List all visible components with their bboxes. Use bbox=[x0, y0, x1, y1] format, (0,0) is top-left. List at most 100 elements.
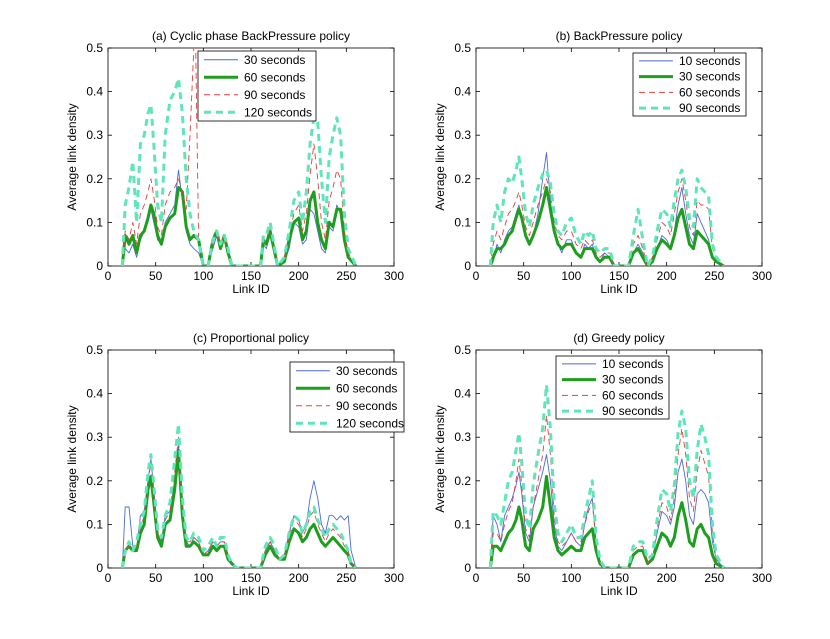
y-tick-label: 0.1 bbox=[86, 215, 103, 229]
y-tick-label: 0.1 bbox=[454, 517, 471, 531]
panel-c: 0 50 100 150 200 250 300 0 0.1 0.2 0.3 0.4 0.5 (c) Pr… bbox=[65, 331, 405, 598]
legend-label: 60 seconds bbox=[602, 388, 663, 402]
series-line-30-seconds bbox=[488, 474, 725, 568]
legend-label: 120 seconds bbox=[244, 105, 312, 119]
legend: 30 seconds 60 seconds 90 seconds 120 second… bbox=[197, 50, 317, 122]
y-tick-label: 0.4 bbox=[86, 387, 103, 401]
x-tick-label: 0 bbox=[105, 269, 112, 283]
x-tick-label: 0 bbox=[473, 571, 480, 585]
y-tick-label: 0.2 bbox=[454, 474, 471, 488]
x-tick-label: 150 bbox=[241, 269, 261, 283]
panel-a-series bbox=[120, 48, 358, 266]
panel-b-series bbox=[488, 152, 726, 266]
x-tick-label: 300 bbox=[384, 571, 404, 585]
x-tick-label: 200 bbox=[657, 571, 677, 585]
series-line-90-seconds bbox=[121, 48, 357, 266]
legend-label: 30 seconds bbox=[336, 364, 397, 378]
series-line-30-seconds bbox=[488, 186, 725, 266]
panel-title: (a) Cyclic phase BackPressure policy bbox=[152, 29, 350, 43]
series-line-60-seconds bbox=[489, 178, 725, 266]
y-tick-label: 0.2 bbox=[454, 172, 471, 186]
y-tick-label: 0.5 bbox=[454, 41, 471, 55]
y-tick-label: 0.5 bbox=[454, 343, 471, 357]
y-tick-label: 0 bbox=[96, 561, 103, 575]
panel-title: (b) BackPressure policy bbox=[556, 29, 683, 43]
legend-label: 10 seconds bbox=[602, 357, 663, 371]
x-tick-label: 300 bbox=[384, 269, 404, 283]
x-axis-label: Link ID bbox=[232, 584, 270, 598]
legend-label: 30 seconds bbox=[244, 53, 305, 67]
y-axis-label: Average link density bbox=[433, 405, 447, 512]
series-line-60-seconds bbox=[120, 448, 357, 568]
series-line-90-seconds bbox=[488, 155, 726, 266]
x-tick-label: 250 bbox=[704, 269, 724, 283]
legend-label: 10 seconds bbox=[679, 54, 740, 68]
x-tick-label: 150 bbox=[609, 269, 629, 283]
series-line-90-seconds bbox=[488, 383, 726, 568]
legend-label: 30 seconds bbox=[602, 373, 663, 387]
x-axis-label: Link ID bbox=[600, 282, 638, 296]
y-tick-label: 0.2 bbox=[86, 172, 103, 186]
series-line-120-seconds bbox=[120, 422, 357, 568]
y-tick-label: 0.2 bbox=[86, 474, 103, 488]
legend-label: 90 seconds bbox=[336, 399, 397, 413]
x-tick-label: 50 bbox=[149, 269, 163, 283]
y-tick-label: 0.3 bbox=[454, 430, 471, 444]
legend-label: 90 seconds bbox=[602, 404, 663, 418]
y-tick-label: 0.4 bbox=[454, 387, 471, 401]
y-tick-label: 0.5 bbox=[86, 343, 103, 357]
legend-label: 60 seconds bbox=[679, 85, 740, 99]
panel-a: 0 50 100 150 200 250 300 0 0.1 0.2 0.3 0.4 0.5 (a) Cy… bbox=[65, 29, 404, 296]
y-tick-label: 0 bbox=[464, 259, 471, 273]
y-axis-label: Average link density bbox=[65, 103, 79, 210]
panel-d: 0 50 100 150 200 250 300 0 0.1 0.2 0.3 0.4 0.5 (d) Gr… bbox=[433, 331, 772, 598]
legend-label: 120 seconds bbox=[336, 416, 404, 430]
panel-c-series bbox=[120, 422, 357, 568]
panel-b: 0 50 100 150 200 250 300 0 0.1 0.2 0.3 0.4 0.5 (b) Ba… bbox=[433, 29, 772, 296]
x-tick-label: 300 bbox=[752, 269, 772, 283]
x-tick-label: 0 bbox=[473, 269, 480, 283]
legend-label: 90 seconds bbox=[244, 88, 305, 102]
series-line-60-seconds bbox=[489, 414, 725, 568]
y-axis-label: Average link density bbox=[65, 405, 79, 512]
y-tick-label: 0.1 bbox=[454, 215, 471, 229]
x-tick-label: 250 bbox=[336, 571, 356, 585]
y-tick-label: 0 bbox=[464, 561, 471, 575]
legend-box bbox=[632, 52, 747, 117]
legend-box bbox=[555, 355, 670, 420]
x-tick-label: 250 bbox=[336, 269, 356, 283]
legend-label: 30 seconds bbox=[679, 70, 740, 84]
series-line-10-seconds bbox=[489, 454, 725, 568]
legend-label: 60 seconds bbox=[336, 381, 397, 395]
x-tick-label: 150 bbox=[609, 571, 629, 585]
x-tick-label: 100 bbox=[561, 269, 581, 283]
y-tick-label: 0 bbox=[96, 259, 103, 273]
legend-label: 60 seconds bbox=[244, 70, 305, 84]
panel-title: (c) Proportional policy bbox=[193, 331, 309, 345]
y-axis-label: Average link density bbox=[433, 103, 447, 210]
y-tick-label: 0.5 bbox=[86, 41, 103, 55]
x-tick-label: 150 bbox=[241, 571, 261, 585]
panel-d-series bbox=[488, 383, 726, 568]
x-tick-label: 100 bbox=[193, 571, 213, 585]
x-tick-label: 200 bbox=[289, 571, 309, 585]
y-tick-label: 0.3 bbox=[86, 128, 103, 142]
x-axis-label: Link ID bbox=[600, 584, 638, 598]
x-tick-label: 250 bbox=[704, 571, 724, 585]
x-axis-label: Link ID bbox=[232, 282, 270, 296]
series-line-120-seconds bbox=[120, 77, 358, 266]
x-tick-label: 50 bbox=[149, 571, 163, 585]
y-tick-label: 0.4 bbox=[454, 85, 471, 99]
x-tick-label: 50 bbox=[517, 269, 531, 283]
x-tick-label: 100 bbox=[561, 571, 581, 585]
y-tick-label: 0.3 bbox=[86, 430, 103, 444]
x-tick-label: 50 bbox=[517, 571, 531, 585]
legend-label: 90 seconds bbox=[679, 101, 740, 115]
y-tick-label: 0.4 bbox=[86, 85, 103, 99]
y-tick-label: 0.3 bbox=[454, 128, 471, 142]
panel-title: (d) Greedy policy bbox=[573, 331, 664, 345]
legend-box bbox=[289, 361, 405, 433]
